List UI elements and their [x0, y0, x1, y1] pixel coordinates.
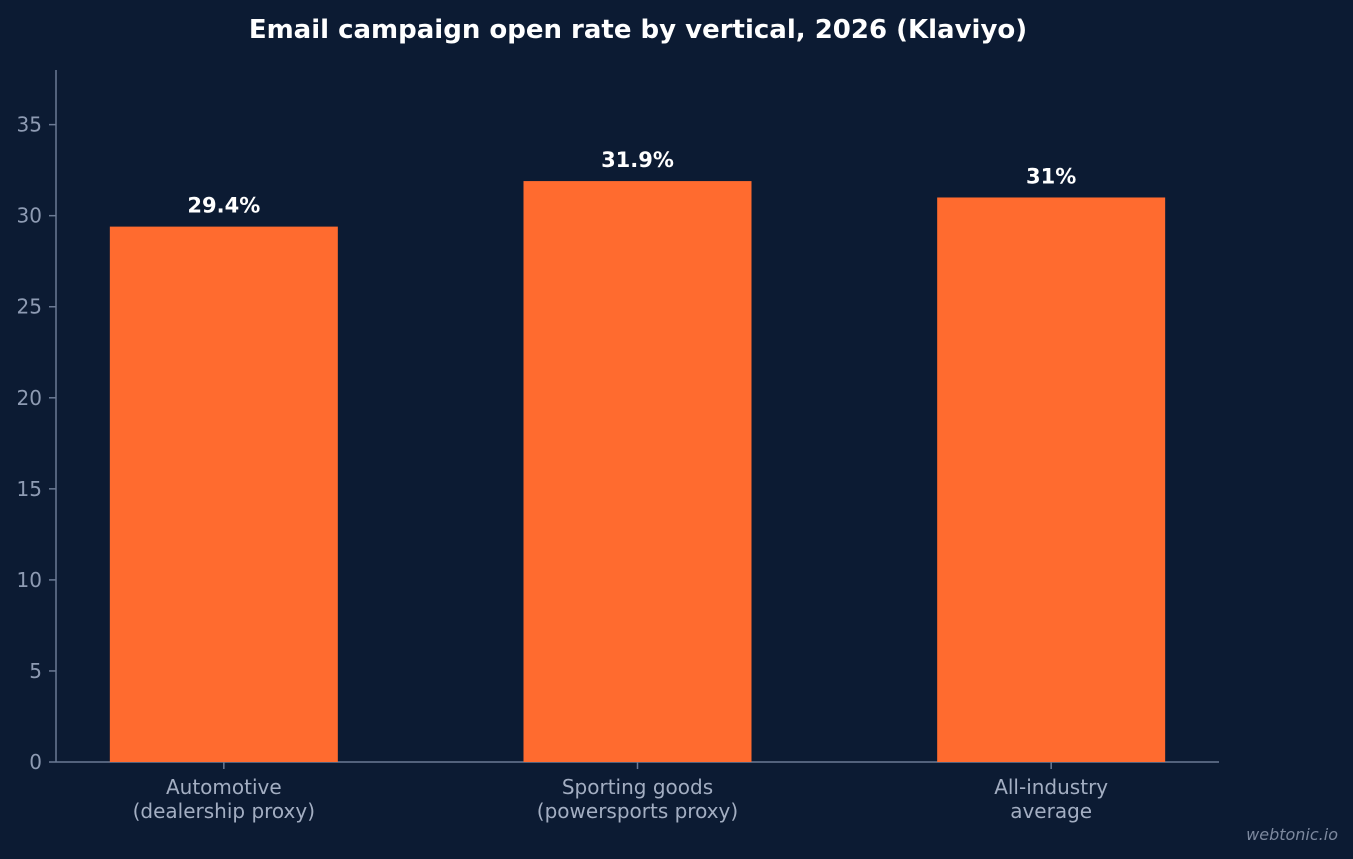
x-category-label: All-industry — [994, 775, 1108, 799]
x-category-label: Automotive — [166, 775, 282, 799]
y-tick-label: 35 — [17, 113, 42, 137]
y-tick-label: 5 — [29, 659, 42, 683]
y-tick-label: 0 — [29, 750, 42, 774]
x-category-label: (powersports proxy) — [537, 799, 738, 823]
bar — [937, 197, 1166, 762]
x-category-label: Sporting goods — [562, 775, 713, 799]
y-tick-label: 15 — [17, 477, 42, 501]
bar — [523, 181, 752, 762]
bar-value-label: 31% — [1026, 164, 1076, 188]
category-labels: Automotive(dealership proxy) Sporting goo… — [133, 775, 1109, 823]
bar — [109, 226, 338, 762]
x-category-label: average — [1010, 799, 1092, 823]
watermark-text: webtonic.io — [1246, 825, 1338, 844]
bar-value-label: 31.9% — [601, 148, 674, 172]
y-tick-label: 20 — [17, 386, 42, 410]
bar-value-label: 29.4% — [187, 194, 260, 218]
bars — [109, 181, 1166, 762]
x-category-label: (dealership proxy) — [133, 799, 315, 823]
y-tick-label: 10 — [17, 568, 42, 592]
value-labels: 29.4% 31.9% 31% — [187, 148, 1076, 218]
y-tick-label: 30 — [17, 204, 42, 228]
chart-title: Email campaign open rate by vertical, 20… — [249, 15, 1027, 45]
x-axis — [56, 761, 1219, 769]
y-axis: 0 5 10 15 20 25 30 35 — [17, 70, 57, 774]
y-tick-label: 25 — [17, 295, 42, 319]
